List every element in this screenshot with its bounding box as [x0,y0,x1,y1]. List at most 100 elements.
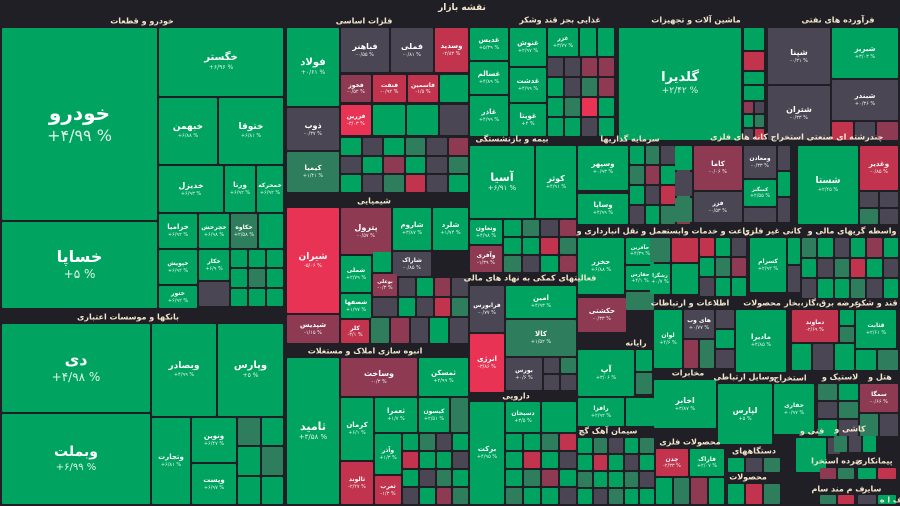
tile-غدشت[interactable]: غدشت +۴/۹۹ % [510,68,546,102]
tile-خچرخش[interactable]: خچرخش +۶/۹۸ % [199,214,229,248]
tile-cell-realestate[interactable] [453,434,468,450]
tile-خودرو[interactable]: خودرو +۴/۹۹ % [2,28,157,220]
tile-حخزر[interactable]: حخزر +۶/۸۸ % [578,238,624,294]
tile-cell-metals[interactable] [341,156,361,174]
tile-cell-metal-products[interactable] [673,478,689,504]
tile-خکاوه[interactable]: خکاوه +۲/۵۸ % [231,214,257,248]
tile-cell-agriculture[interactable] [672,238,698,262]
tile-شملی[interactable]: شملی +۲/۷۹ % [341,256,371,292]
tile-cell-chemicals[interactable] [399,278,415,296]
tile-cell-metal-mining[interactable] [778,146,790,170]
tile-شلرد[interactable]: شلرد +۱/۷۴ % [433,208,468,250]
tile-cell-realestate[interactable] [453,452,468,468]
tile-وساپا[interactable]: وساپا +۴/۹۹ % [578,194,628,224]
tile-cell-power[interactable] [834,344,854,370]
tile-cell-chemicals[interactable] [373,298,397,316]
tile-cell-realestate[interactable] [436,488,452,504]
tile-cell-fin-aux[interactable] [544,375,559,390]
tile-cell-banks[interactable] [238,447,260,475]
tile-cell-fin-intermediation[interactable] [834,279,849,298]
tile-شتران[interactable]: شتران -۰/۳۳ % [768,86,830,140]
tile-فباهنر[interactable]: فباهنر -۰/۵۵ % [341,28,389,72]
tile-ثامید[interactable]: ثامید +۳/۵۸ % [287,358,339,504]
tile-cell-auto[interactable] [267,250,283,268]
tile-cell-metals[interactable] [373,105,405,135]
tile-cell-food[interactable] [599,118,614,136]
tile-وآفری[interactable]: وآفری -۱/۳۹ % [470,246,502,272]
tile-cell-cement[interactable] [640,489,654,504]
tile-cell-retail[interactable] [838,468,854,479]
tile-cell-metal-mining[interactable] [675,198,692,222]
tile-cell-investment[interactable] [661,206,675,224]
tile-خبهمن[interactable]: خبهمن +۶/۸۸ % [159,98,217,164]
tile-فاراک[interactable]: فاراک +۲/۰۷ % [690,449,724,476]
tile-cell-fin-intermediation[interactable] [851,238,866,257]
tile-خساپا[interactable]: خساپا +۵ % [2,222,157,308]
tile-cell-contracting[interactable] [858,468,876,479]
tile-cell-food[interactable] [565,118,580,136]
tile-وپست[interactable]: وپست +۶/۹۷ % [192,464,236,504]
tile-cell-realestate[interactable] [403,452,418,468]
tile-cell-realestate[interactable] [436,434,452,450]
tile-cell-fin-intermediation[interactable] [883,258,898,278]
tile-cell-fin-intermediation[interactable] [802,258,817,278]
tile-cell-chemicals[interactable] [399,298,415,316]
tile-cell-misc-small[interactable] [820,495,836,504]
tile-cell-food[interactable] [565,98,580,116]
tile-cell-investment[interactable] [630,166,644,184]
tile-انرژی[interactable]: انرژی -۳/۸۶ % [470,334,504,392]
tile-cell-misc-small[interactable] [838,495,854,504]
tile-شپنا[interactable]: شپنا -۰/۳۱ % [768,28,830,84]
tile-cell-food[interactable] [599,78,614,96]
tile-شصفها[interactable]: شصفها +۱/۹۷ % [341,294,371,318]
tile-cell-insurance[interactable] [541,220,558,236]
tile-cell-agriculture[interactable] [716,278,730,296]
tile-cell-food[interactable] [548,98,563,116]
tile-cell-fin-intermediation[interactable] [851,258,866,278]
tile-ومعادن[interactable]: ومعادن -۰/۳۳ % [744,146,776,178]
tile-cell-power[interactable] [840,310,854,325]
tile-cell-banks[interactable] [238,476,260,504]
tile-cell-food[interactable] [548,118,563,136]
tile-دماوند[interactable]: دماوند -۲/۶۹ % [792,310,838,342]
tile-cell-banks[interactable] [238,418,260,446]
tile-cell-metal-mining[interactable] [744,208,776,222]
tile-cell-food[interactable] [582,98,597,116]
tile-cell-pharma[interactable] [542,488,558,504]
tile-cell-realestate[interactable] [419,452,435,468]
tile-ختور[interactable]: ختور +۶/۹۲ % [159,286,197,308]
tile-cell-banks[interactable] [261,447,283,475]
tile-مادیرا[interactable]: مادیرا +۴/۸۵ % [736,310,786,372]
tile-cell-investment[interactable] [645,186,659,204]
tile-cell-tiles-ceramic[interactable] [848,436,862,452]
tile-وسپهر[interactable]: وسپهر +۰/۹۳ % [578,146,628,190]
tile-فملی[interactable]: فملی -۰/۸۱ % [391,28,433,72]
tile-cell-investment[interactable] [645,146,659,164]
tile-cell-products-misc[interactable] [746,484,762,504]
tile-cell-it[interactable] [636,350,652,371]
tile-cell-realestate[interactable] [403,434,418,450]
tile-cell-agriculture[interactable] [700,278,714,296]
tile-cell-cement[interactable] [578,489,592,504]
tile-cell-investment[interactable] [661,166,675,184]
tile-cell-metal-mining[interactable] [778,198,790,222]
tile-cell-pharma[interactable] [506,488,522,504]
tile-cell-hotel[interactable] [880,414,898,436]
tile-cell-oil[interactable] [832,122,853,140]
tile-cell-metals[interactable] [405,138,425,155]
tile-cell-hotel[interactable] [860,414,878,436]
tile-فزرین[interactable]: فزرین -۳/۰۳ % [341,105,371,135]
tile-cell-retail[interactable] [820,468,836,479]
tile-cell-chemicals[interactable] [434,278,451,296]
tile-cell-agriculture[interactable] [732,238,746,256]
tile-خمحرکه[interactable]: خمحرکه +۶/۹۲ % [257,166,283,212]
tile-cell-metals[interactable] [362,156,382,174]
tile-cell-pharma[interactable] [542,470,558,486]
tile-cell-nonmetal-mineral[interactable] [788,266,800,292]
tile-cell-chemicals[interactable] [373,252,391,272]
tile-فخوز[interactable]: فخوز -۰/۵۲ % [341,75,371,102]
tile-cell-insurance[interactable] [504,238,521,254]
tile-cell-realestate[interactable] [419,470,435,486]
tile-غاذر[interactable]: غاذر +۴/۹۹ % [470,96,508,136]
tile-cell-metals[interactable] [384,175,404,192]
